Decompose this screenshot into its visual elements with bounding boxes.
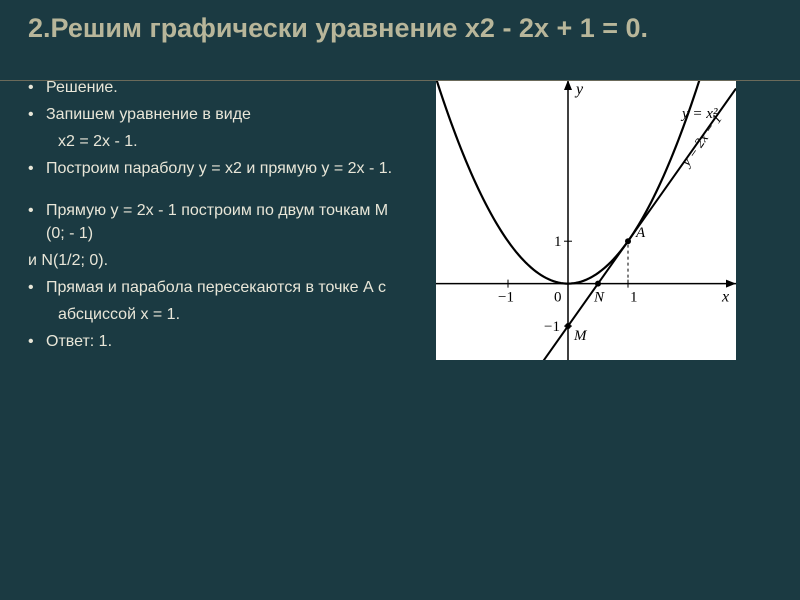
bullet-text: Построим параболу у = х2 и прямую у = 2х… [46,157,400,180]
bullet-subtext: и N(1/2; 0). [28,249,400,272]
slide-title: 2.Решим графически уравнение х2 - 2х + 1… [28,12,772,46]
bullet-item: • Ответ: 1. [28,330,400,353]
svg-text:−1: −1 [498,289,514,305]
bullet-item: • Запишем уравнение в виде [28,103,400,126]
svg-text:A: A [635,225,646,241]
svg-text:y: y [574,81,584,98]
bullet-subtext: х2 = 2х - 1. [28,130,400,153]
bullet-dot: • [28,157,46,180]
bullet-dot: • [28,199,46,245]
graph-box: yx0−111−1AMNy = x²y = 2x − 1 [436,80,736,360]
svg-text:0: 0 [554,289,562,305]
svg-text:M: M [573,328,588,344]
text-column: • Решение. • Запишем уравнение в виде х2… [28,76,400,360]
content-row: • Решение. • Запишем уравнение в виде х2… [28,76,772,360]
bullet-dot: • [28,276,46,299]
bullet-dot: • [28,330,46,353]
svg-text:1: 1 [630,289,638,305]
bullet-item: • Построим параболу у = х2 и прямую у = … [28,157,400,180]
svg-text:−1: −1 [544,319,560,335]
svg-text:N: N [593,289,605,305]
svg-text:x: x [721,288,729,305]
bullet-item: • Прямую у = 2х - 1 построим по двум точ… [28,199,400,245]
bullet-text: Ответ: 1. [46,330,400,353]
bullet-item: • Прямая и парабола пересекаются в точке… [28,276,400,299]
spacer [28,185,400,199]
svg-text:1: 1 [554,234,562,250]
bullet-subtext: абсциссой х = 1. [28,303,400,326]
bullet-dot: • [28,103,46,126]
bullet-text: Прямая и парабола пересекаются в точке А… [46,276,400,299]
graph-column: yx0−111−1AMNy = x²y = 2x − 1 [400,76,772,360]
graph-svg: yx0−111−1AMNy = x²y = 2x − 1 [436,80,736,360]
bullet-text: Запишем уравнение в виде [46,103,400,126]
slide: 2.Решим графически уравнение х2 - 2х + 1… [0,0,800,600]
bullet-text: Прямую у = 2х - 1 построим по двум точка… [46,199,400,245]
title-underline [0,80,800,81]
